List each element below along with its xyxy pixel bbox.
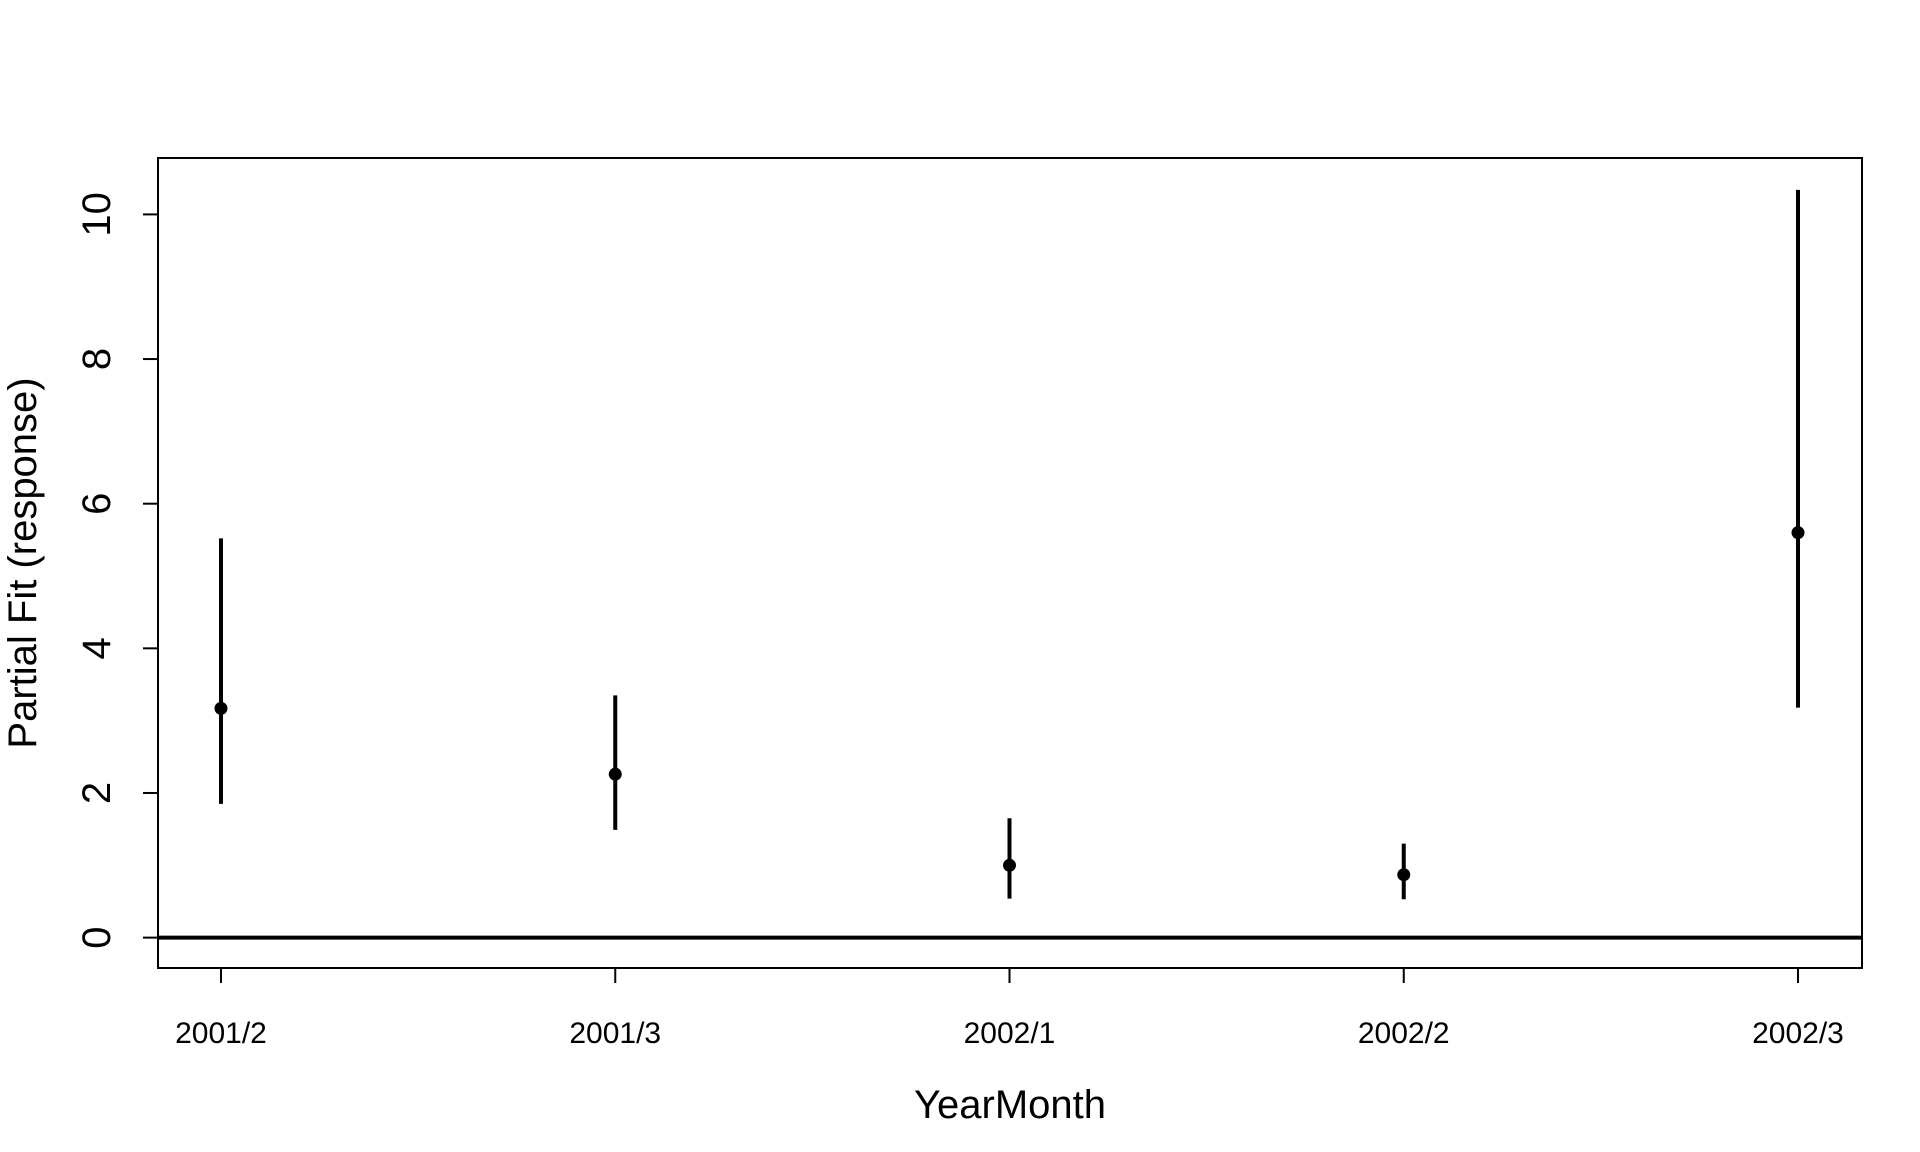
y-tick-label: 10 [75,192,119,237]
y-axis: 0 2 4 6 8 10 [75,192,159,949]
point-2002-1 [1003,858,1016,872]
x-axis: 2001/2 2001/3 2002/1 2002/2 2002/3 [175,967,1844,1050]
x-tick-label: 2002/2 [1358,1017,1450,1050]
y-tick-label: 6 [75,493,119,515]
x-tick-label: 2001/2 [175,1017,267,1050]
y-tick-label: 4 [75,637,119,659]
y-tick-label: 8 [75,348,119,370]
x-tick-label: 2002/1 [964,1017,1056,1050]
data-marks [158,189,1862,940]
x-axis-title: YearMonth [914,1083,1106,1127]
point-2001-2 [214,701,228,715]
y-axis-title: Partial Fit (response) [1,377,45,748]
y-tick-label: 2 [75,782,119,804]
point-2002-2 [1397,868,1411,882]
point-2002-3 [1791,526,1805,540]
x-tick-label: 2002/3 [1752,1017,1844,1050]
x-tick-label: 2001/3 [569,1017,661,1050]
point-2001-3 [608,767,622,781]
y-tick-label: 0 [75,927,119,949]
